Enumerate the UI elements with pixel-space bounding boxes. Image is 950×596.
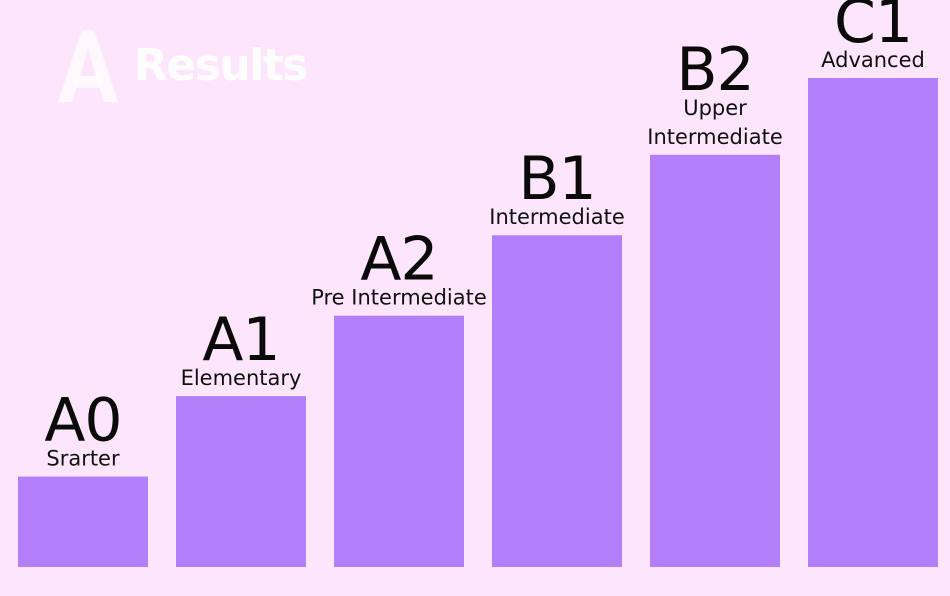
level-name-label: Upper: [683, 96, 747, 120]
level-code-label: A1: [202, 305, 279, 375]
bar-a2: [334, 315, 464, 567]
level-code-label: C1: [834, 0, 912, 57]
level-name-label: Intermediate: [489, 205, 625, 229]
level-code-label: A2: [360, 225, 437, 295]
bar-b1: [492, 235, 622, 567]
bar-c1: [808, 78, 938, 567]
bar-a0: [18, 476, 148, 567]
level-code-label: B1: [518, 144, 595, 214]
level-name-label: Srarter: [46, 447, 120, 471]
a-logo-icon: [58, 30, 118, 102]
level-name-label: Intermediate: [647, 125, 783, 149]
bar-a1: [176, 396, 306, 567]
level-code-label: A0: [44, 386, 121, 456]
page-title: Results: [134, 39, 309, 91]
level-name-label: Advanced: [821, 48, 925, 72]
results-header: Results: [52, 26, 309, 104]
level-code-label: B2: [676, 35, 753, 105]
bar-b2: [650, 154, 780, 567]
level-name-label: Elementary: [181, 366, 302, 390]
level-name-label: Pre Intermediate: [311, 286, 487, 310]
